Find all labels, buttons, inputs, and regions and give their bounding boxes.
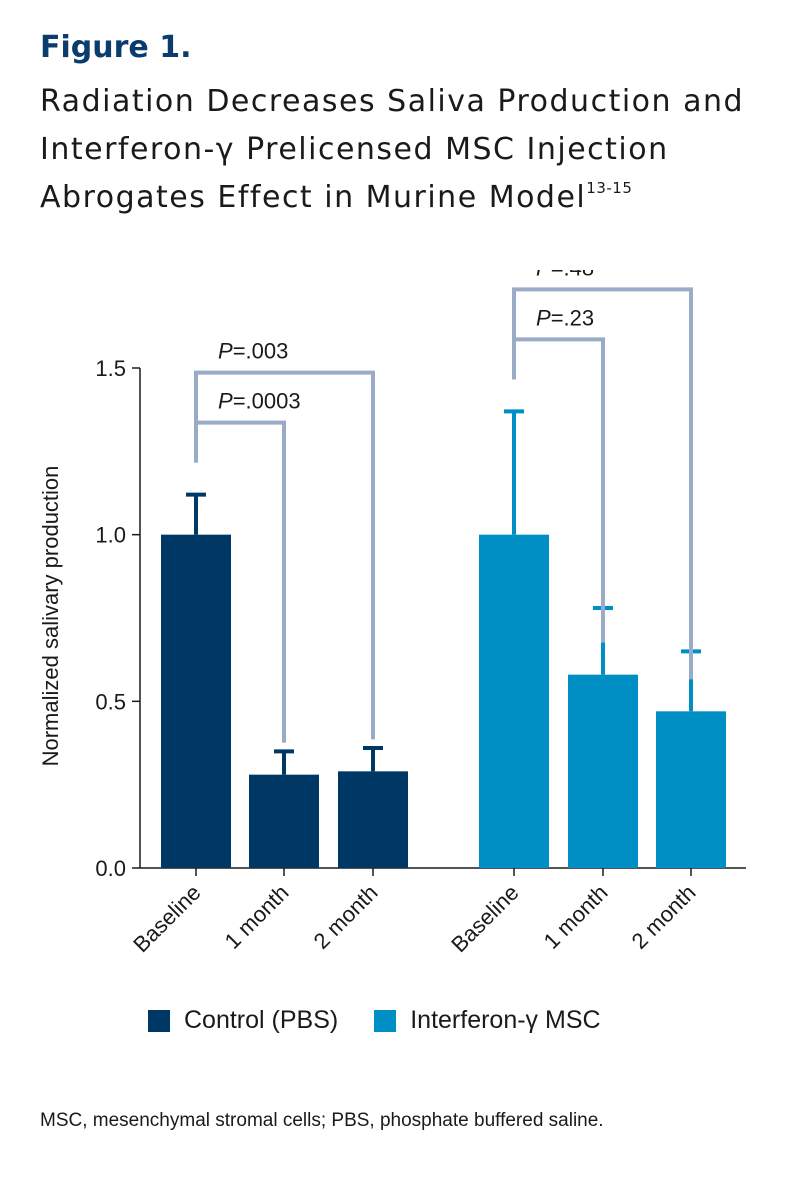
y-tick-label: 0.0 <box>95 856 126 881</box>
bar <box>656 711 726 868</box>
footnote: MSC, mesenchymal stromal cells; PBS, pho… <box>40 1110 604 1131</box>
x-tick-label: Baseline <box>128 880 205 957</box>
figure-title-reference: 13-15 <box>586 179 633 197</box>
y-tick-label: 0.5 <box>95 689 126 714</box>
x-tick-label: 1 month <box>220 880 294 954</box>
legend-label-control: Control (PBS) <box>184 1006 339 1034</box>
legend-label-msc: Interferon-γ MSC <box>410 1006 601 1034</box>
bar <box>568 674 638 868</box>
bar <box>479 534 549 868</box>
x-tick-label: 2 month <box>627 880 701 954</box>
p-value-label: P=.23 <box>536 305 594 330</box>
legend-swatch-control <box>148 1009 170 1032</box>
x-tick-label: 1 month <box>539 880 613 954</box>
p-value-label: P=.48 <box>536 270 594 280</box>
significance-bracket <box>512 287 693 680</box>
bar <box>338 771 408 868</box>
y-tick-label: 1.5 <box>95 356 126 381</box>
figure-title-text: Radiation Decreases Saliva Production an… <box>40 84 745 215</box>
significance-bracket <box>194 370 375 740</box>
p-value-label: P=.003 <box>218 339 288 364</box>
legend-swatch-msc <box>374 1009 397 1032</box>
bar <box>249 774 319 868</box>
figure-title: Radiation Decreases Saliva Production an… <box>40 78 760 226</box>
p-value-label: P=.0003 <box>218 389 301 414</box>
y-axis-label: Normalized salivary production <box>38 466 63 767</box>
chart-legend: Control (PBS) Interferon-γ MSC <box>148 1006 637 1035</box>
legend-item-control: Control (PBS) <box>148 1006 338 1035</box>
x-tick-label: Baseline <box>446 880 523 957</box>
figure-label: Figure 1. <box>40 30 192 65</box>
bar-chart: 0.0 0.5 1.0 1.5 Normalized salivary producti… <box>38 270 746 957</box>
legend-item-msc: Interferon-γ MSC <box>374 1006 601 1035</box>
x-tick-label: 2 month <box>309 880 383 954</box>
y-tick-label: 1.0 <box>95 523 126 548</box>
bar <box>161 534 231 868</box>
